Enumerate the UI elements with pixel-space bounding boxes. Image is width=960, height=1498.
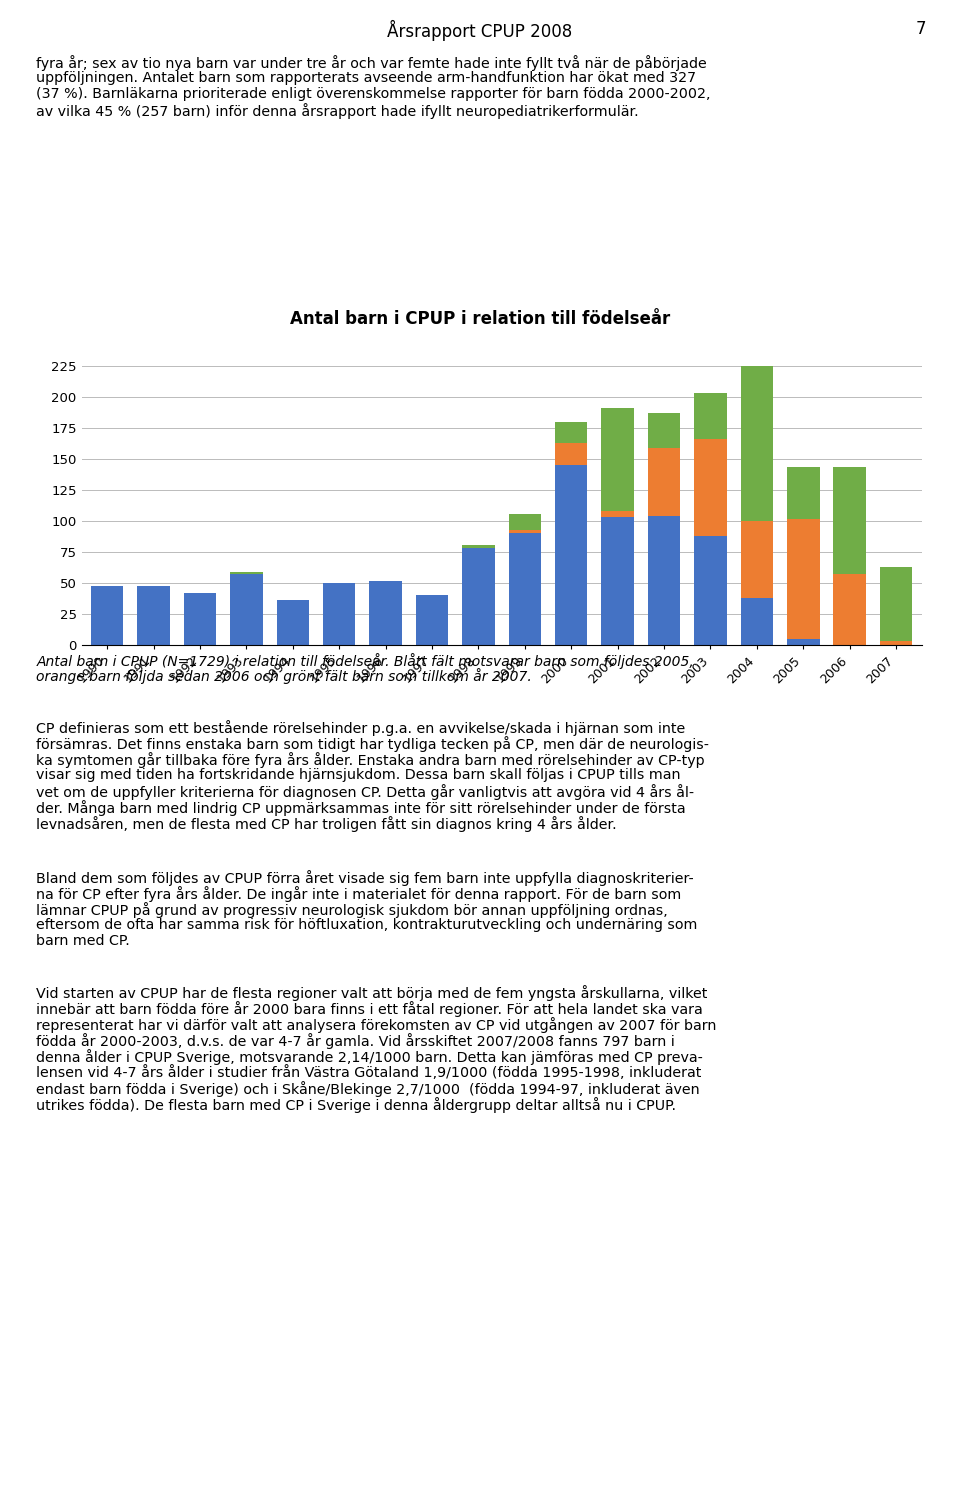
- Text: Vid starten av CPUP har de flesta regioner valt att börja med de fem yngsta årsk: Vid starten av CPUP har de flesta region…: [36, 986, 708, 1001]
- Text: försämras. Det finns enstaka barn som tidigt har tydliga tecken på CP, men där d: försämras. Det finns enstaka barn som ti…: [36, 736, 709, 752]
- Bar: [787, 466, 820, 518]
- Bar: [555, 466, 588, 646]
- Bar: [509, 533, 541, 646]
- Bar: [740, 366, 773, 521]
- Bar: [787, 518, 820, 638]
- Text: barn med CP.: barn med CP.: [36, 933, 131, 948]
- Text: ka symtomen går tillbaka före fyra års ålder. Enstaka andra barn med rörelsehind: ka symtomen går tillbaka före fyra års å…: [36, 752, 705, 768]
- Bar: [137, 586, 170, 646]
- Text: utrikes födda). De flesta barn med CP i Sverige i denna åldergrupp deltar alltså: utrikes födda). De flesta barn med CP i …: [36, 1097, 677, 1113]
- Text: denna ålder i CPUP Sverige, motsvarande 2,14/1000 barn. Detta kan jämföras med C: denna ålder i CPUP Sverige, motsvarande …: [36, 1049, 704, 1065]
- Bar: [276, 601, 309, 646]
- Text: lensen vid 4-7 års ålder i studier från Västra Götaland 1,9/1000 (födda 1995-199: lensen vid 4-7 års ålder i studier från …: [36, 1065, 702, 1080]
- Bar: [555, 422, 588, 443]
- Text: eftersom de ofta har samma risk för höftluxation, kontrakturutveckling och under: eftersom de ofta har samma risk för höft…: [36, 918, 698, 932]
- Bar: [462, 545, 494, 548]
- Bar: [740, 598, 773, 646]
- Bar: [694, 439, 727, 536]
- Text: visar sig med tiden ha fortskridande hjärnsjukdom. Dessa barn skall följas i CPU: visar sig med tiden ha fortskridande hjä…: [36, 768, 681, 782]
- Bar: [555, 443, 588, 466]
- Bar: [323, 583, 355, 646]
- Text: CP definieras som ett bestående rörelsehinder p.g.a. en avvikelse/skada i hjärna: CP definieras som ett bestående rörelseh…: [36, 721, 685, 736]
- Bar: [230, 572, 263, 574]
- Text: 7: 7: [916, 19, 926, 37]
- Text: fyra år; sex av tio nya barn var under tre år och var femte hade inte fyllt två : fyra år; sex av tio nya barn var under t…: [36, 55, 708, 70]
- Bar: [694, 536, 727, 646]
- Bar: [91, 586, 124, 646]
- Text: na för CP efter fyra års ålder. De ingår inte i materialet för denna rapport. Fö: na för CP efter fyra års ålder. De ingår…: [36, 885, 682, 902]
- Bar: [740, 521, 773, 598]
- Bar: [648, 448, 681, 517]
- Bar: [648, 413, 681, 448]
- Bar: [462, 548, 494, 646]
- Bar: [509, 514, 541, 530]
- Bar: [694, 394, 727, 439]
- Bar: [601, 517, 634, 646]
- Text: vet om de uppfyller kriterierna för diagnosen CP. Detta går vanligtvis att avgör: vet om de uppfyller kriterierna för diag…: [36, 783, 695, 800]
- Bar: [509, 530, 541, 533]
- Bar: [416, 595, 448, 646]
- Text: Bland dem som följdes av CPUP förra året visade sig fem barn inte uppfylla diagn: Bland dem som följdes av CPUP förra året…: [36, 870, 694, 885]
- Text: uppföljningen. Antalet barn som rapporterats avseende arm-handfunktion har ökat : uppföljningen. Antalet barn som rapporte…: [36, 70, 697, 85]
- Text: orange barn följda sedan 2006 och grönt fält barn som tillkom år 2007.: orange barn följda sedan 2006 och grönt …: [36, 668, 532, 685]
- Text: innebär att barn födda före år 2000 bara finns i ett fåtal regioner. För att hel: innebär att barn födda före år 2000 bara…: [36, 1001, 704, 1017]
- Bar: [879, 566, 912, 641]
- Text: levnadsåren, men de flesta med CP har troligen fått sin diagnos kring 4 års ålde: levnadsåren, men de flesta med CP har tr…: [36, 816, 617, 831]
- Text: Antal barn i CPUP i relation till födelseår: Antal barn i CPUP i relation till födels…: [290, 310, 670, 328]
- Text: representerat har vi därför valt att analysera förekomsten av CP vid utgången av: representerat har vi därför valt att ana…: [36, 1017, 717, 1034]
- Bar: [879, 641, 912, 646]
- Text: Årsrapport CPUP 2008: Årsrapport CPUP 2008: [388, 19, 572, 40]
- Bar: [648, 517, 681, 646]
- Text: der. Många barn med lindrig CP uppmärksammas inte för sitt rörelsehinder under d: der. Många barn med lindrig CP uppmärksa…: [36, 800, 686, 816]
- Text: Antal barn i CPUP (N=1729) i relation till födelseår. Blått fält motsvarar barn : Antal barn i CPUP (N=1729) i relation ti…: [36, 653, 694, 670]
- Text: födda år 2000-2003, d.v.s. de var 4-7 år gamla. Vid årsskiftet 2007/2008 fanns 7: födda år 2000-2003, d.v.s. de var 4-7 år…: [36, 1034, 675, 1049]
- Bar: [833, 574, 866, 646]
- Bar: [601, 409, 634, 511]
- Bar: [601, 511, 634, 517]
- Bar: [370, 581, 402, 646]
- Bar: [230, 574, 263, 646]
- Bar: [183, 593, 216, 646]
- Text: lämnar CPUP på grund av progressiv neurologisk sjukdom bör annan uppföljning ord: lämnar CPUP på grund av progressiv neuro…: [36, 902, 668, 918]
- Text: av vilka 45 % (257 barn) inför denna årsrapport hade ifyllt neuropediatrikerform: av vilka 45 % (257 barn) inför denna års…: [36, 103, 639, 118]
- Text: (37 %). Barnläkarna prioriterade enligt överenskommelse rapporter för barn födda: (37 %). Barnläkarna prioriterade enligt …: [36, 87, 711, 100]
- Bar: [833, 466, 866, 574]
- Text: endast barn födda i Sverige) och i Skåne/Blekinge 2,7/1000  (födda 1994-97, inkl: endast barn födda i Sverige) och i Skåne…: [36, 1082, 700, 1097]
- Bar: [787, 638, 820, 646]
